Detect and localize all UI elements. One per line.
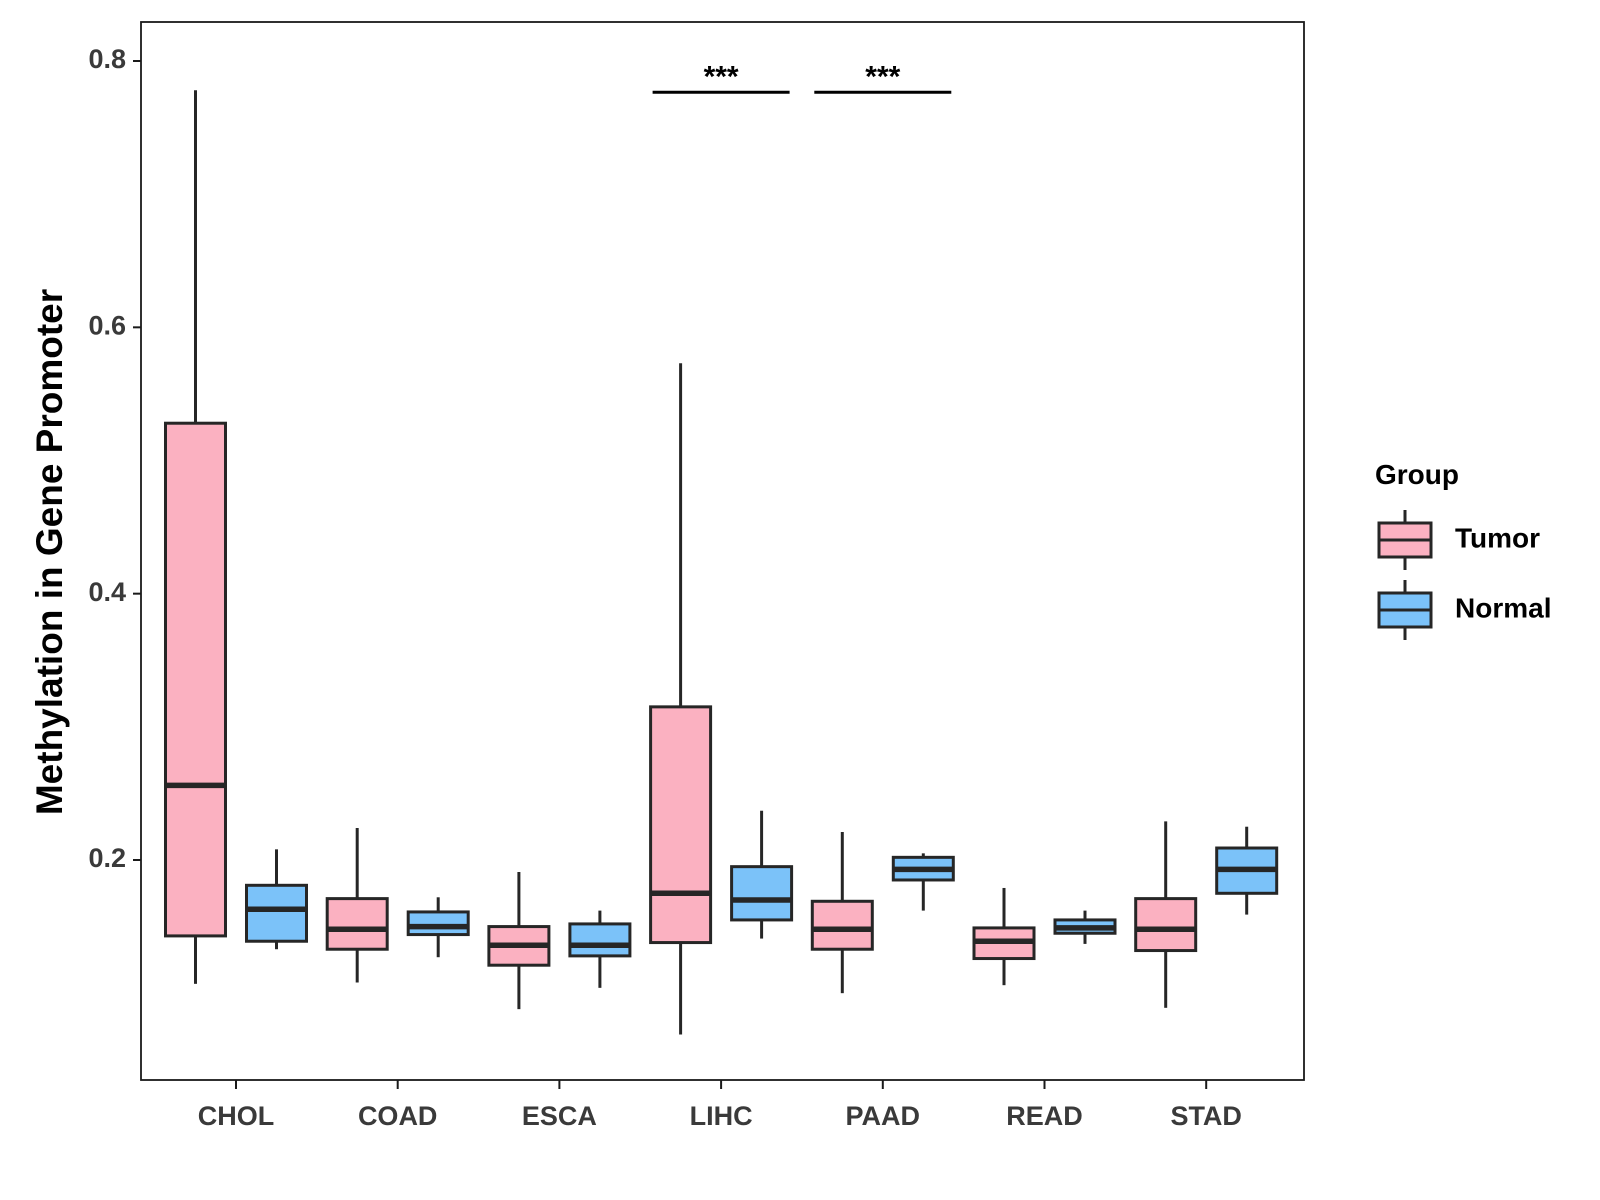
y-axis-title: Methylation in Gene Promoter: [29, 289, 70, 815]
legend-item-tumor: Tumor: [1377, 510, 1540, 570]
box-normal-paad: [891, 853, 955, 911]
plot-area: 0.2 0.4 0.6 0.8 CHOL COAD ESCA LIHC PAAD READ STAD…: [88, 21, 1305, 1131]
box-iqr: [1134, 897, 1198, 953]
significance-label: ***: [865, 60, 900, 93]
x-tick-label: PAAD: [846, 1101, 921, 1131]
box-iqr: [649, 705, 713, 945]
box-iqr: [164, 421, 227, 938]
box-tumor-paad: [810, 832, 874, 994]
box-normal-chol: [245, 849, 308, 950]
x-tick-label: STAD: [1170, 1101, 1242, 1131]
legend-label: Normal: [1455, 592, 1551, 623]
legend-label: Tumor: [1455, 522, 1540, 553]
box-normal-coad: [406, 897, 470, 958]
box-tumor-coad: [325, 828, 389, 983]
x-tick-label: CHOL: [198, 1101, 275, 1131]
y-tick-label: 0.2: [88, 843, 126, 873]
box-iqr: [568, 922, 632, 958]
x-tick-label: LIHC: [690, 1101, 753, 1131]
legend-item-normal: Normal: [1377, 580, 1551, 640]
box-normal-read: [1053, 910, 1117, 944]
x-tick-label: COAD: [358, 1101, 438, 1131]
y-tick-label: 0.4: [88, 577, 126, 607]
y-tick-label: 0.8: [88, 44, 126, 74]
box-normal-esca: [568, 910, 632, 988]
box-tumor-chol: [164, 90, 227, 984]
box-tumor-esca: [487, 871, 551, 1010]
box-iqr: [406, 910, 470, 937]
plot-panel-border: [140, 21, 1305, 1081]
box-tumor-read: [972, 887, 1036, 986]
box-iqr: [730, 865, 794, 922]
legend: Group Tumor Normal: [1375, 459, 1551, 640]
box-normal-stad: [1215, 826, 1279, 915]
box-tumor-lihc: [649, 363, 713, 1035]
box-normal-lihc: [730, 810, 794, 939]
box-iqr: [245, 883, 308, 943]
x-tick-label: READ: [1006, 1101, 1083, 1131]
y-tick-label: 0.6: [88, 310, 126, 340]
box-tumor-stad: [1134, 821, 1198, 1008]
legend-title: Group: [1375, 459, 1459, 490]
x-tick-label: ESCA: [522, 1101, 597, 1131]
box-iqr: [810, 899, 874, 951]
significance-label: ***: [704, 60, 739, 93]
box-iqr: [325, 897, 389, 951]
